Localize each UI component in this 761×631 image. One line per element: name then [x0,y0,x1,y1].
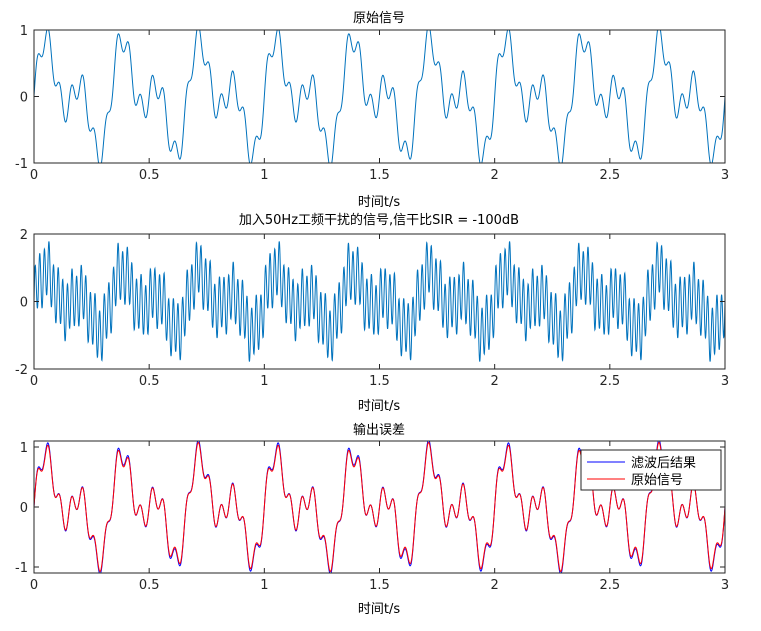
series-line-named-1 [34,441,725,573]
x-axis-label: 时间t/s [358,602,400,617]
x-tick-label: 3 [721,578,729,593]
x-tick-label: 2 [491,578,499,593]
x-axis-label: 时间t/s [358,195,400,210]
x-tick-label: 0 [30,168,38,183]
axes-interfered-signal: 加入50Hz工频干扰的信号,信干比SIR = -100dB 0 0.5 1 1.5 2 2… [15,212,729,414]
axes-original-signal: 原始信号 0 0.5 1 1.5 2 2.5 3-101 时间t/s [15,11,729,210]
x-tick-label: 2.5 [599,578,620,593]
x-tick-label: 1 [260,168,268,183]
x-tick-label: 3 [721,374,729,389]
chart-title: 原始信号 [353,11,405,26]
y-tick-label: -2 [15,363,28,378]
y-tick-label: 1 [20,24,28,39]
y-tick-label: 0 [20,501,28,516]
series-line-0 [34,30,725,163]
x-tick-label: 0.5 [139,578,160,593]
y-tick-label: -1 [15,561,28,576]
x-axis-label: 时间t/s [358,399,400,414]
legend-box [580,449,722,491]
x-tick-label: 0.5 [139,168,160,183]
x-tick-label: 2.5 [599,374,620,389]
y-tick-label: 1 [20,441,28,456]
legend-label: 滤波后结果 [631,456,696,471]
y-tick-label: 0 [20,91,28,106]
chart-title: 加入50Hz工频干扰的信号,信干比SIR = -100dB [239,212,519,228]
x-tick-label: 0 [30,578,38,593]
x-tick-label: 1.5 [369,168,390,183]
y-tick-label: 0 [20,296,28,311]
legend-label: 原始信号 [631,473,683,488]
series-line-0 [34,241,725,362]
x-tick-label: 0 [30,374,38,389]
x-tick-label: 1.5 [369,578,390,593]
x-tick-label: 2 [491,168,499,183]
x-tick-label: 2 [491,374,499,389]
y-tick-label: 2 [20,228,28,243]
chart-title: 输出误差 [353,422,405,438]
x-tick-label: 3 [721,168,729,183]
x-tick-label: 2.5 [599,168,620,183]
x-tick-label: 0.5 [139,374,160,389]
x-tick-label: 1 [260,374,268,389]
x-tick-label: 1 [260,578,268,593]
y-tick-label: -1 [15,157,28,172]
x-tick-label: 1.5 [369,374,390,389]
